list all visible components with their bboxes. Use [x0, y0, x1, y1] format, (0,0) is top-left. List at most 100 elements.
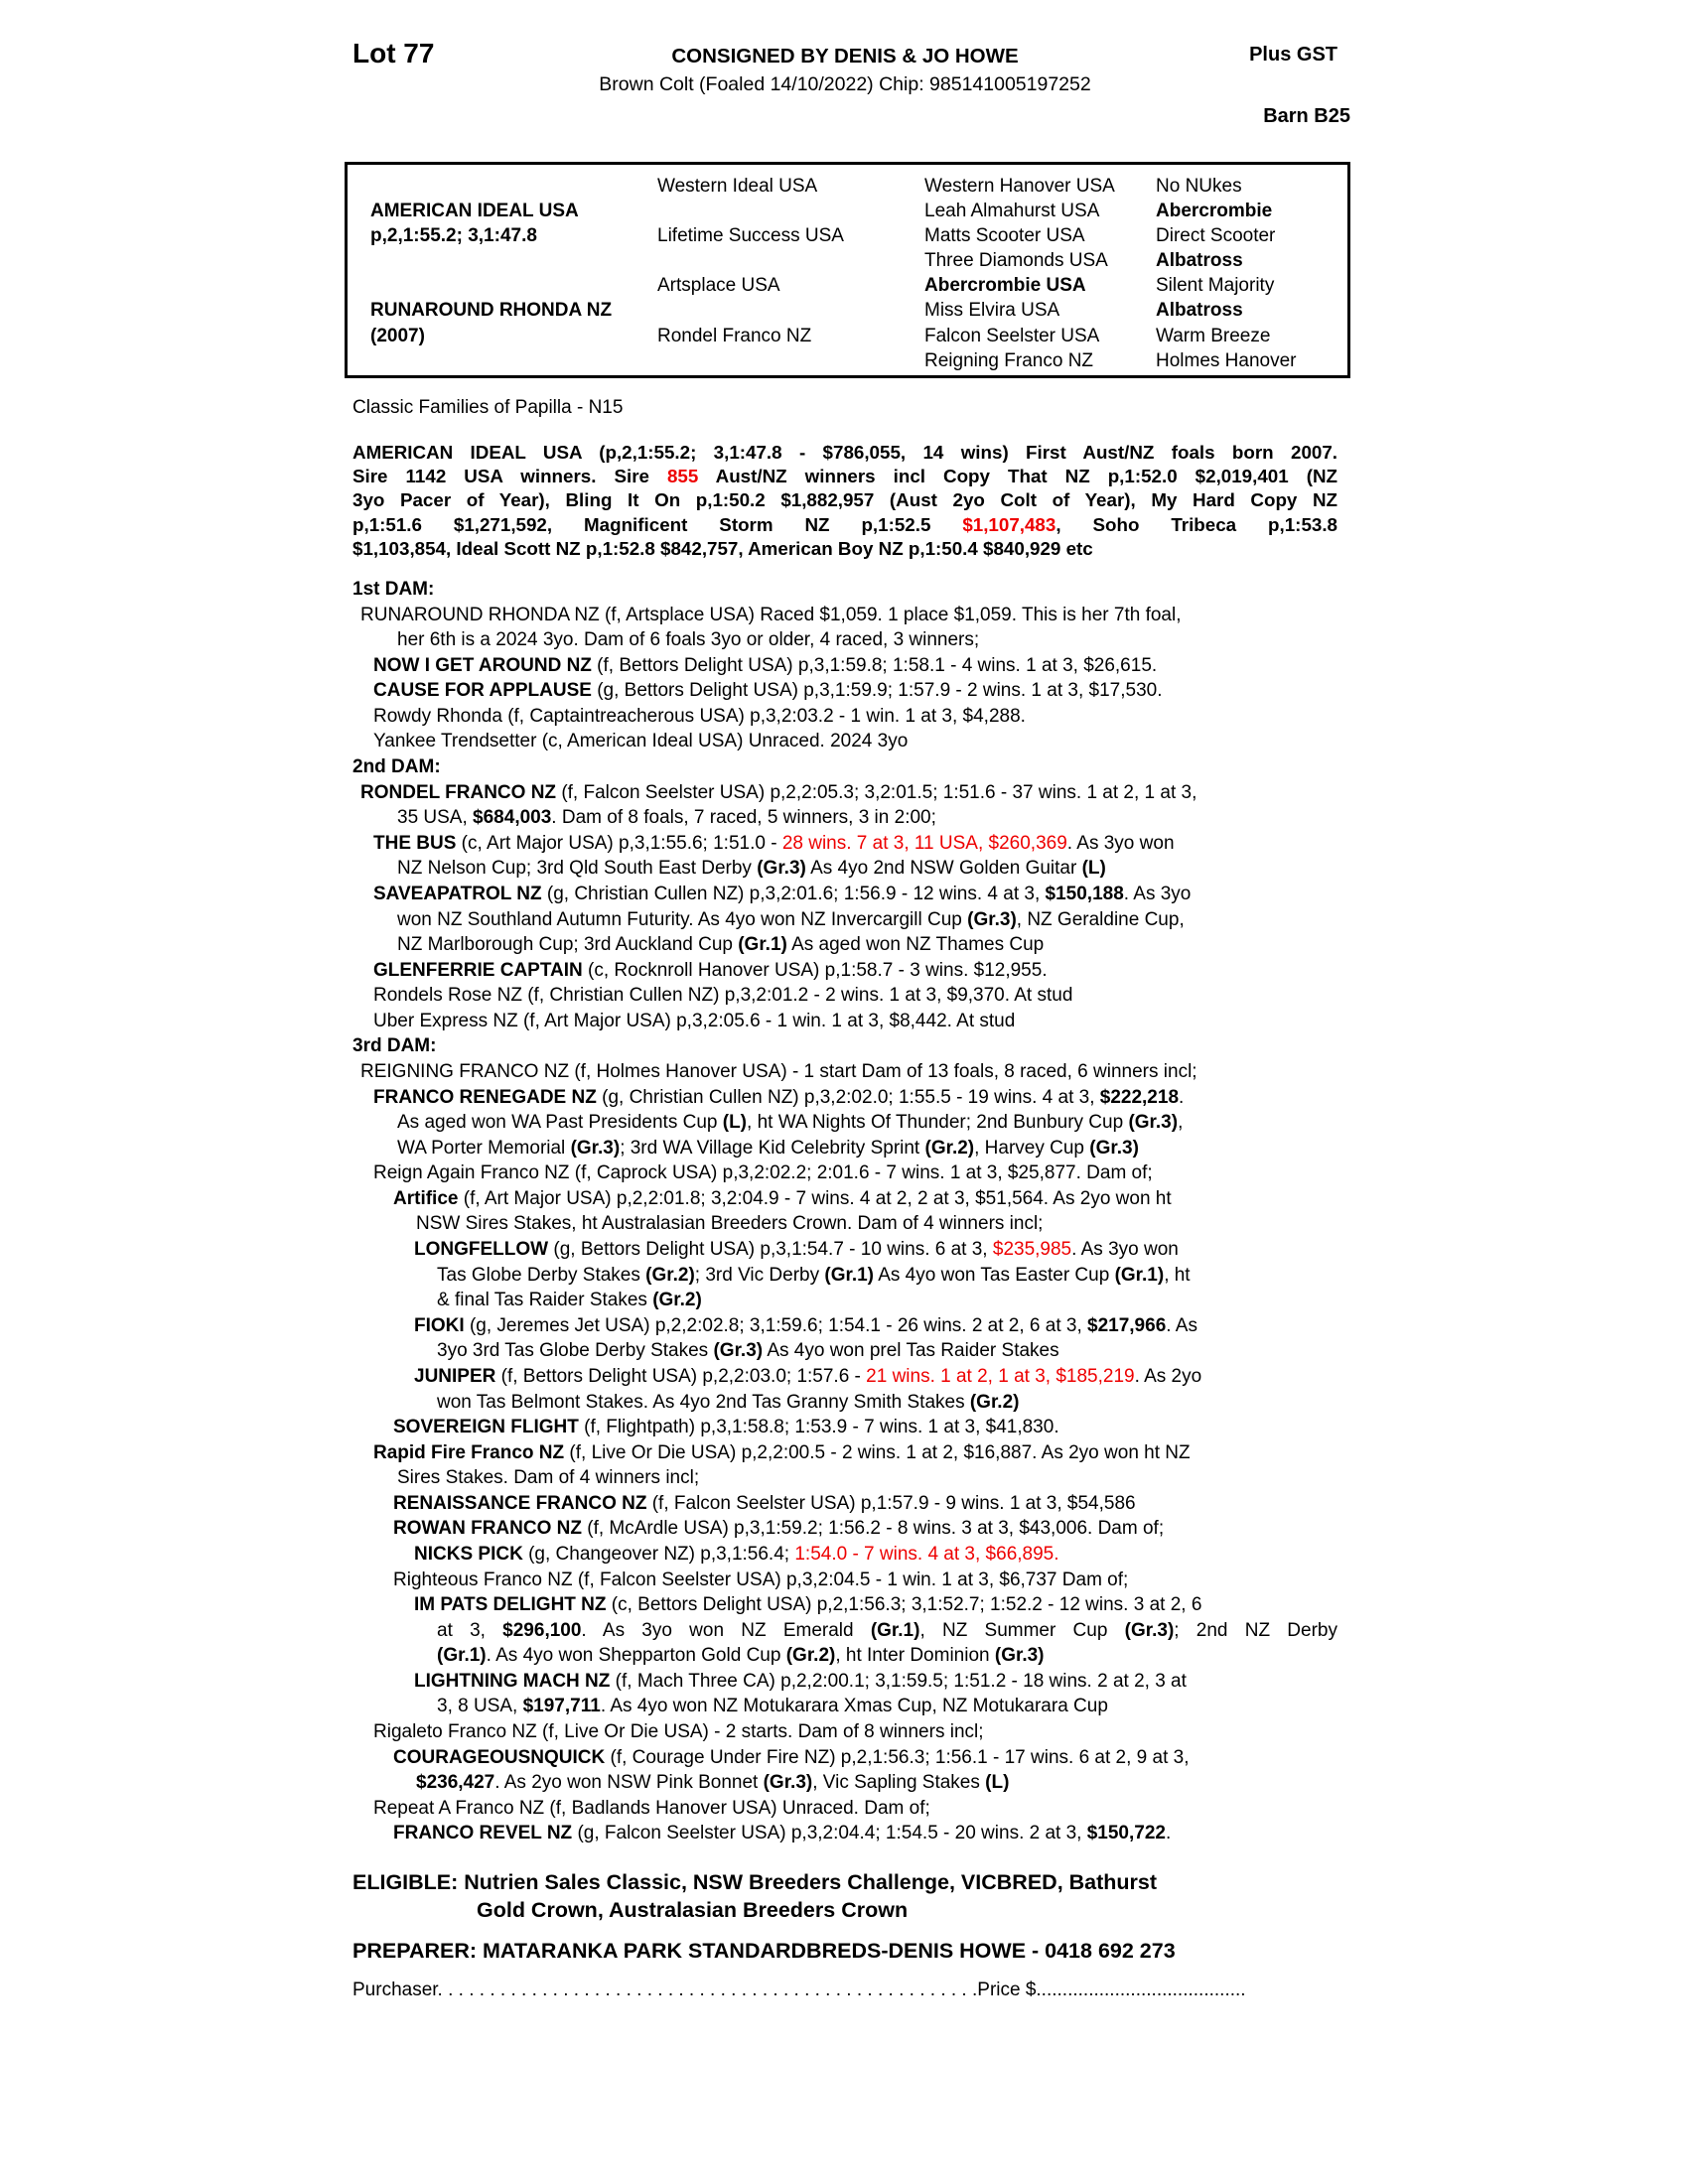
pedigree-line-segment: Yankee Trendsetter (c, American Ideal US… — [373, 731, 909, 752]
pedigree-line-segment: As 4yo won prel Tas Raider Stakes — [763, 1340, 1059, 1362]
pedigree-line: Uber Express NZ (f, Art Major USA) p,3,2… — [352, 1009, 1337, 1034]
pedigree-cell: AMERICAN IDEAL USA — [370, 201, 579, 222]
pedigree-line-segment: . As — [1166, 1314, 1197, 1336]
pedigree-line: Tas Globe Derby Stakes (Gr.2); 3rd Vic D… — [352, 1263, 1337, 1289]
price-label: Price $ — [977, 1979, 1037, 2000]
pedigree-line-segment: (Gr.2) — [969, 1391, 1020, 1413]
pedigree-line: CAUSE FOR APPLAUSE (g, Bettors Delight U… — [352, 678, 1337, 704]
pedigree-line-segment: $150,722 — [1086, 1823, 1166, 1844]
pedigree-line-segment: COURAGEOUSNQUICK — [393, 1746, 606, 1768]
pedigree-line-segment: (Gr.3) — [967, 908, 1017, 930]
pedigree-line-segment: . — [1179, 1086, 1185, 1108]
pedigree-line-segment: 3yo 3rd Tas Globe Derby Stakes — [437, 1340, 714, 1362]
pedigree-line-segment: FRANCO RENEGADE NZ — [373, 1086, 597, 1108]
pedigree-line-segment: RONDEL FRANCO NZ — [360, 781, 557, 803]
pedigree-line-segment: (c, Bettors Delight USA) p,2,1:56.3; 3,1… — [606, 1594, 1202, 1616]
pedigree-line-segment: (g, Changeover NZ) p,3,1:56.4; — [522, 1543, 795, 1565]
pedigree-line-segment: (f, Live Or Die USA) p,2,2:00.5 - 2 wins… — [564, 1441, 1191, 1463]
pedigree-line: THE BUS (c, Art Major USA) p,3,1:55.6; 1… — [352, 831, 1337, 857]
pedigree-line-segment: won NZ Southland Autumn Futurity. As 4yo… — [397, 908, 968, 930]
family-note: Classic Families of Papilla - N15 — [352, 397, 624, 418]
sire-summary-line-segment: 3yo Pacer of Year), Bling It On p,1:50.2… — [352, 489, 1337, 511]
pedigree-cell: Falcon Seelster USA — [924, 325, 1100, 346]
pedigree-line: 35 USA, $684,003. Dam of 8 foals, 7 race… — [352, 805, 1337, 831]
pedigree-line-segment: Tas Globe Derby Stakes — [437, 1264, 646, 1286]
pedigree-line-segment: (Gr.1) — [824, 1264, 874, 1286]
pedigree-line-segment: Sires Stakes. Dam of 4 winners incl; — [397, 1467, 700, 1489]
pedigree-line-segment: ; 2nd NZ Derby — [1174, 1619, 1337, 1641]
pedigree-line: WA Porter Memorial (Gr.3); 3rd WA Villag… — [352, 1136, 1337, 1161]
pedigree-line-segment: NOW I GET AROUND NZ — [373, 654, 592, 676]
pedigree-line-segment: IM PATS DELIGHT NZ — [414, 1594, 607, 1616]
pedigree-line: RENAISSANCE FRANCO NZ (f, Falcon Seelste… — [352, 1491, 1337, 1517]
sire-summary-line-segment: p,1:51.6 $1,271,592, Magnificent Storm N… — [352, 513, 963, 535]
price-blank: ........................................ — [1036, 1979, 1246, 2000]
pedigree-line-segment: (f, Falcon Seelster USA) p,1:57.9 - 9 wi… — [646, 1492, 1136, 1514]
pedigree-line: Yankee Trendsetter (c, American Ideal US… — [352, 729, 1337, 754]
pedigree-cell: Reigning Franco NZ — [924, 349, 1094, 371]
pedigree-line-segment: Rondels Rose NZ (f, Christian Cullen NZ)… — [373, 985, 1073, 1007]
pedigree-line: FRANCO RENEGADE NZ (g, Christian Cullen … — [352, 1085, 1337, 1111]
pedigree-line-segment: 35 USA, — [397, 807, 474, 829]
pedigree-line: NICKS PICK (g, Changeover NZ) p,3,1:56.4… — [352, 1542, 1337, 1568]
pedigree-line: 3, 8 USA, $197,711. As 4yo won NZ Motuka… — [352, 1694, 1337, 1719]
pedigree-line-segment: $235,985 — [992, 1239, 1072, 1261]
pedigree-line-segment: ROWAN FRANCO NZ — [393, 1518, 582, 1540]
pedigree-line-segment: WA Porter Memorial — [397, 1137, 571, 1159]
pedigree-line-segment: Righteous Franco NZ (f, Falcon Seelster … — [393, 1569, 1129, 1590]
pedigree-line-segment: Rowdy Rhonda (f, Captaintreacherous USA)… — [373, 705, 1026, 727]
pedigree-line: 3rd DAM: — [352, 1033, 1337, 1059]
pedigree-line-segment: $150,188 — [1045, 883, 1124, 904]
pedigree-line-segment: $197,711 — [522, 1696, 601, 1717]
pedigree-line-segment: . As 4yo won NZ Motukarara Xmas Cup, NZ … — [600, 1696, 1108, 1717]
pedigree-line-segment: NZ Marlborough Cup; 3rd Auckland Cup — [397, 934, 739, 956]
pedigree-line-segment: 2nd DAM: — [352, 756, 441, 778]
pedigree-line: LONGFELLOW (g, Bettors Delight USA) p,3,… — [352, 1237, 1337, 1263]
pedigree-line-segment: . As 2yo — [1134, 1365, 1202, 1387]
pedigree-line: GLENFERRIE CAPTAIN (c, Rocknroll Hanover… — [352, 958, 1337, 984]
sire-summary-line-segment: AMERICAN IDEAL USA (p,2,1:55.2; 3,1:47.8… — [352, 442, 1337, 463]
foal-info: Brown Colt (Foaled 14/10/2022) Chip: 985… — [599, 73, 1091, 95]
pedigree-line-segment: $222,218 — [1099, 1086, 1180, 1108]
pedigree-line: JUNIPER (f, Bettors Delight USA) p,2,2:0… — [352, 1364, 1337, 1390]
pedigree-line-segment: 1:54.0 - 7 wins. 4 at 3, $66,895. — [794, 1543, 1059, 1565]
pedigree-cell: Miss Elvira USA — [924, 300, 1060, 322]
pedigree-line: Rowdy Rhonda (f, Captaintreacherous USA)… — [352, 704, 1337, 730]
pedigree-line-segment: won Tas Belmont Stakes. As 4yo 2nd Tas G… — [437, 1391, 970, 1413]
pedigree-line: & final Tas Raider Stakes (Gr.2) — [352, 1288, 1337, 1313]
pedigree-line-segment: (L) — [1081, 858, 1106, 880]
pedigree-line-segment: As 4yo won Tas Easter Cup — [874, 1264, 1115, 1286]
pedigree-line-segment: SOVEREIGN FLIGHT — [393, 1417, 579, 1438]
pedigree-cell: Abercrombie USA — [924, 275, 1086, 297]
pedigree-line-segment: (c, Art Major USA) p,3,1:55.6; 1:51.0 - — [456, 832, 782, 854]
pedigree-line-segment: LONGFELLOW — [414, 1239, 549, 1261]
pedigree-line: Repeat A Franco NZ (f, Badlands Hanover … — [352, 1796, 1337, 1822]
pedigree-cell: Warm Breeze — [1156, 325, 1271, 346]
eligibility-note: ELIGIBLE: Nutrien Sales Classic, NSW Bre… — [352, 1868, 1337, 1924]
pedigree-table: Western Ideal USA Western Hanover USA No N… — [345, 162, 1350, 378]
pedigree-line: Rapid Fire Franco NZ (f, Live Or Die USA… — [352, 1440, 1337, 1466]
pedigree-line-segment: (Gr.1) — [437, 1645, 487, 1667]
pedigree-line-segment: (Gr.3) — [757, 858, 806, 880]
pedigree-line: NZ Marlborough Cup; 3rd Auckland Cup (Gr… — [352, 932, 1337, 958]
sire-summary-line-segment: $1,103,854, Ideal Scott NZ p,1:52.8 $842… — [352, 537, 1093, 559]
pedigree-line-segment: RUNAROUND RHONDA NZ (f, Artsplace USA) R… — [360, 604, 1182, 625]
pedigree-line-segment: (c, Rocknroll Hanover USA) p,1:58.7 - 3 … — [582, 959, 1048, 981]
pedigree-line-segment: 1st DAM: — [352, 579, 435, 600]
pedigree-line-segment: NZ Nelson Cup; 3rd Qld South East Derby — [397, 858, 758, 880]
pedigree-line-segment: (L) — [722, 1112, 748, 1134]
pedigree-line: (Gr.1). As 4yo won Shepparton Gold Cup (… — [352, 1643, 1337, 1669]
pedigree-line-segment: (Gr.2) — [924, 1137, 975, 1159]
pedigree-cell: Matts Scooter USA — [924, 225, 1085, 247]
pedigree-line: SOVEREIGN FLIGHT (f, Flightpath) p,3,1:5… — [352, 1415, 1337, 1440]
sire-summary-line-segment: , Soho Tribeca p,1:53.8 — [1055, 513, 1337, 535]
pedigree-line: Rondels Rose NZ (f, Christian Cullen NZ)… — [352, 983, 1337, 1009]
pedigree-cell: Leah Almahurst USA — [924, 201, 1100, 222]
pedigree-line-segment: ; 3rd WA Village Kid Celebrity Sprint — [620, 1137, 925, 1159]
pedigree-line-segment: FIOKI — [414, 1314, 465, 1336]
pedigree-line: Sires Stakes. Dam of 4 winners incl; — [352, 1465, 1337, 1491]
pedigree-cell: Abercrombie — [1156, 201, 1273, 222]
preparer-note: PREPARER: MATARANKA PARK STANDARDBREDS-D… — [352, 1939, 1176, 1963]
pedigree-line: FIOKI (g, Jeremes Jet USA) p,2,2:02.8; 3… — [352, 1313, 1337, 1339]
